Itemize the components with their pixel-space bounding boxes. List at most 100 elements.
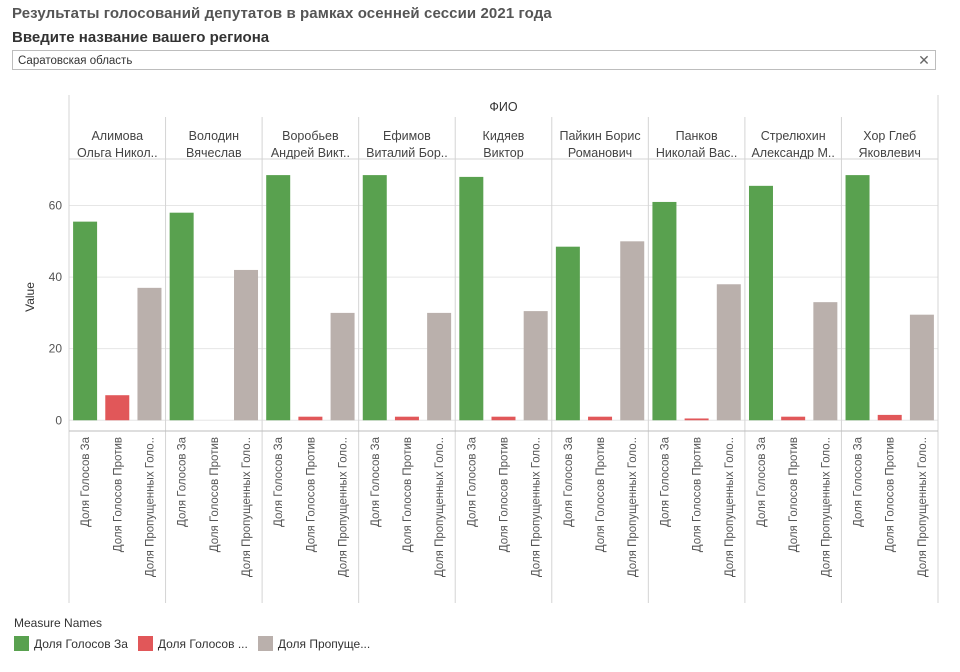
x-tick-label: Доля Голосов За	[563, 436, 575, 527]
bar	[491, 416, 516, 421]
region-search-box[interactable]: ✕	[12, 50, 936, 70]
x-tick-label: Доля Голосов За	[80, 436, 92, 527]
category-label: Воробьев	[282, 129, 339, 143]
legend: Доля Голосов За Доля Голосов ... Доля Пр…	[14, 636, 370, 651]
category-label: Яковлевич	[859, 146, 921, 160]
category-label: Виктор	[483, 146, 523, 160]
bar	[845, 175, 870, 421]
category-label: Борис..	[482, 163, 524, 177]
category-header: Володин Вячеслав Вик..	[186, 129, 242, 177]
bar	[781, 416, 806, 421]
bar	[716, 284, 741, 421]
x-tick-label: Доля Голосов За	[659, 436, 671, 527]
x-tick-label: Доля Голосов Против	[209, 437, 221, 552]
legend-swatch-propusk	[257, 636, 273, 651]
category-label: Вик..	[200, 163, 228, 177]
category-header: Хор Глеб Яковлевич	[859, 129, 921, 160]
bar	[137, 287, 162, 421]
bar	[877, 414, 902, 421]
category-label: Пайкин Борис	[560, 129, 641, 143]
category-label: Романович	[568, 146, 632, 160]
x-tick-label: Доля Пропущенных Голо..	[338, 437, 350, 577]
legend-item-za[interactable]: Доля Голосов За	[14, 636, 128, 651]
bar	[362, 175, 387, 421]
category-label: Стрелюхин	[761, 129, 826, 143]
bar	[298, 416, 323, 421]
x-tick-label: Доля Пропущенных Голо..	[144, 437, 156, 577]
category-label: Кидяев	[483, 129, 525, 143]
legend-item-protiv[interactable]: Доля Голосов ...	[137, 636, 248, 651]
bar	[748, 185, 773, 421]
y-tick-label: 20	[49, 342, 63, 356]
x-tick-label: Доля Пропущенных Голо..	[627, 437, 639, 577]
bar	[813, 302, 838, 421]
x-tick-label: Доля Пропущенных Голо..	[917, 437, 929, 577]
x-tick-label: Доля Пропущенных Голо..	[820, 437, 832, 577]
y-tick-label: 0	[55, 413, 62, 427]
bar	[73, 221, 98, 421]
category-label: Володин	[189, 129, 239, 143]
bar	[394, 416, 419, 421]
category-label: Вячеслав	[186, 146, 242, 160]
legend-label-za: Доля Голосов За	[34, 636, 128, 651]
x-tick-label: Доля Голосов Против	[692, 437, 704, 552]
x-tick-label: Доля Голосов За	[466, 436, 478, 527]
category-header: Пайкин Борис Романович	[560, 129, 641, 160]
bar	[684, 418, 709, 421]
x-tick-label: Доля Голосов Против	[305, 437, 317, 552]
bar	[555, 246, 580, 421]
y-tick-label: 40	[49, 270, 63, 284]
bar	[169, 212, 194, 421]
bar	[620, 241, 645, 421]
bar	[427, 312, 452, 421]
bar	[330, 312, 355, 421]
x-tick-label: Доля Голосов За	[273, 436, 285, 527]
bar	[234, 269, 259, 421]
x-tick-label: Доля Голосов Против	[402, 437, 414, 552]
category-label: Ефимов	[383, 129, 431, 143]
column-header: ФИО	[489, 100, 517, 114]
legend-label-propusk: Доля Пропуще...	[277, 636, 371, 651]
dashboard-title: Результаты голосований депутатов в рамка…	[12, 5, 552, 22]
clear-icon[interactable]: ✕	[918, 52, 930, 68]
category-header: Ефимов Виталий Бор..	[366, 129, 448, 160]
x-tick-label: Доля Пропущенных Голо..	[241, 437, 253, 577]
category-header: Кидяев Виктор Борис..	[482, 129, 525, 177]
x-tick-label: Доля Голосов Против	[885, 437, 897, 552]
bar	[523, 311, 548, 421]
category-label: Панков	[676, 129, 718, 143]
x-tick-label: Доля Голосов За	[370, 436, 382, 527]
category-label: Николай Вас..	[656, 146, 737, 160]
x-tick-label: Доля Голосов За	[177, 436, 189, 527]
legend-swatch-za	[14, 636, 29, 651]
legend-swatch-protiv	[137, 636, 153, 651]
x-tick-label: Доля Пропущенных Голо..	[724, 437, 736, 577]
bar	[105, 395, 130, 421]
legend-label-protiv: Доля Голосов ...	[157, 636, 248, 651]
category-label: Александр М..	[751, 146, 834, 160]
x-tick-label: Доля Пропущенных Голо..	[531, 437, 543, 577]
bar	[459, 176, 484, 421]
x-tick-label: Доля Голосов За	[853, 436, 865, 527]
legend-item-propusk[interactable]: Доля Пропуще...	[257, 636, 371, 651]
x-tick-label: Доля Голосов За	[756, 436, 768, 527]
region-search-input[interactable]	[13, 52, 903, 70]
x-tick-label: Доля Голосов Против	[499, 437, 511, 552]
category-header: Алимова Ольга Никол..	[77, 129, 158, 159]
bar	[266, 175, 291, 421]
region-filter-label: Введите название вашего региона	[12, 29, 270, 46]
category-label: Хор Глеб	[863, 129, 916, 143]
category-label: Андрей Викт..	[271, 146, 350, 160]
y-tick-label: 60	[49, 199, 63, 213]
x-tick-label: Доля Пропущенных Голо..	[434, 437, 446, 577]
x-tick-label: Доля Голосов Против	[788, 437, 800, 552]
bar	[909, 314, 934, 421]
category-header: Стрелюхин Александр М..	[751, 129, 834, 160]
legend-title: Measure Names	[14, 616, 103, 630]
category-label: Алимова	[91, 129, 143, 143]
x-tick-label: Доля Голосов Против	[595, 437, 607, 552]
bar	[652, 201, 677, 421]
category-label: Виталий Бор..	[366, 146, 448, 160]
bar	[588, 416, 613, 421]
